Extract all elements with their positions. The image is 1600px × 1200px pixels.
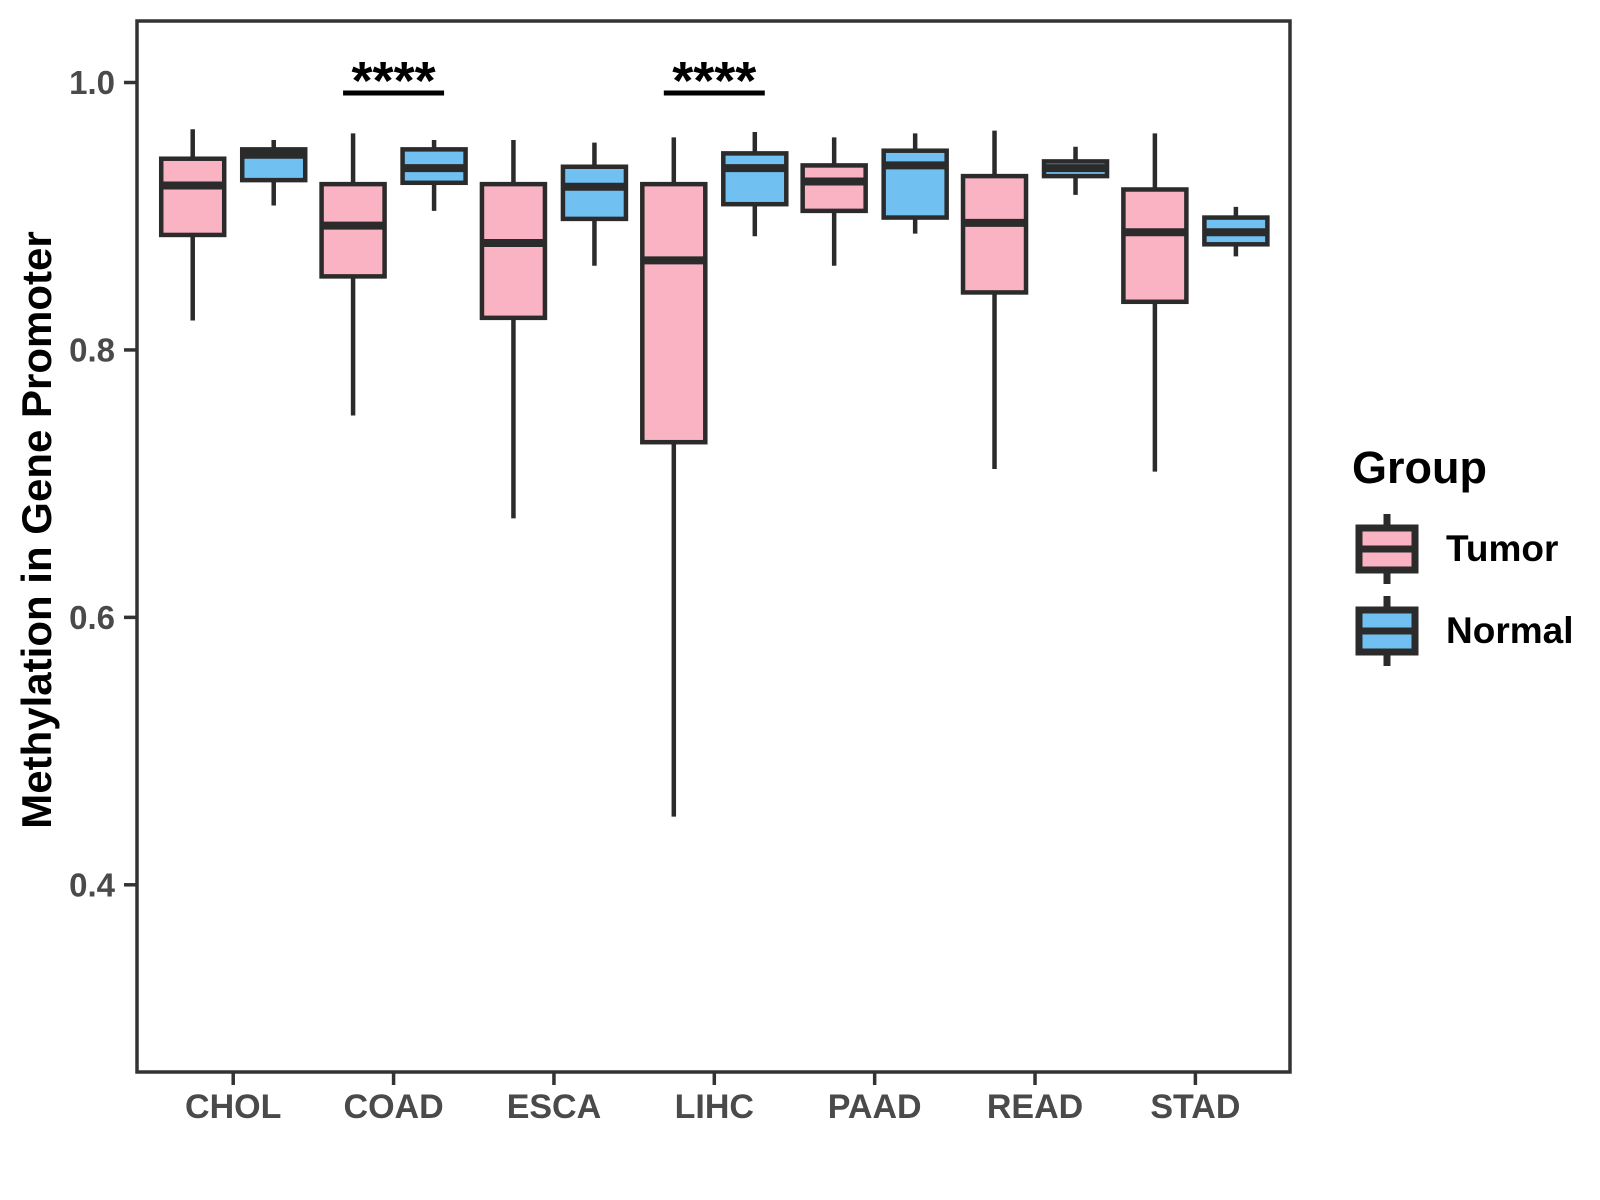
y-tick-label: 0.6 [69,599,115,636]
box-normal-PAAD [881,133,949,234]
box-normal-READ [1041,146,1110,195]
boxplot-glyph-tumor-icon [1355,514,1419,584]
box-tumor-LIHC [640,137,708,817]
legend-label-tumor: Tumor [1446,528,1559,569]
x-tick-label: LIHC [675,1088,754,1126]
y-tick-label: 1.0 [69,64,115,101]
box-normal-CHOL [239,140,308,206]
box-tumor-READ [960,130,1029,469]
iqr-box [960,173,1029,295]
box-normal-ESCA [560,142,629,266]
x-tick-label: CHOL [185,1088,281,1126]
iqr-box [560,164,629,222]
iqr-box [158,156,227,238]
y-tick-label: 0.8 [69,331,115,368]
iqr-box [721,151,789,207]
iqr-box [319,181,387,279]
legend-item-tumor: Tumor [1352,510,1573,588]
box-tumor-CHOL [158,129,227,321]
x-tick-label: COAD [344,1088,444,1126]
iqr-box [1121,187,1189,305]
panel-border [135,19,1292,1074]
legend-label-normal: Normal [1446,610,1574,651]
iqr-box [881,148,949,220]
legend-title: Group [1352,442,1487,493]
x-tick-label: ESCA [507,1088,601,1126]
box-tumor-PAAD [800,137,868,266]
significance-stars: **** [672,51,756,111]
box-tumor-ESCA [479,140,548,519]
x-tick-label: PAAD [828,1088,922,1126]
box-normal-STAD [1202,206,1270,257]
x-tick-label: READ [987,1088,1083,1126]
iqr-box [800,163,868,214]
iqr-box [640,181,708,445]
y-tick-label: 0.4 [69,866,116,903]
significance-stars: **** [352,51,436,111]
boxplot-glyph-normal-icon [1355,596,1419,666]
box-normal-LIHC [721,131,789,237]
y-axis-title: Methylation in Gene Promoter [13,231,60,829]
box-tumor-COAD [319,133,387,416]
box-tumor-STAD [1121,133,1189,472]
iqr-box [479,181,548,321]
box-normal-COAD [400,140,468,211]
legend-item-normal: Normal [1352,592,1573,670]
legend: Group Tumor Normal [1352,442,1573,674]
x-tick-label: STAD [1150,1088,1240,1126]
